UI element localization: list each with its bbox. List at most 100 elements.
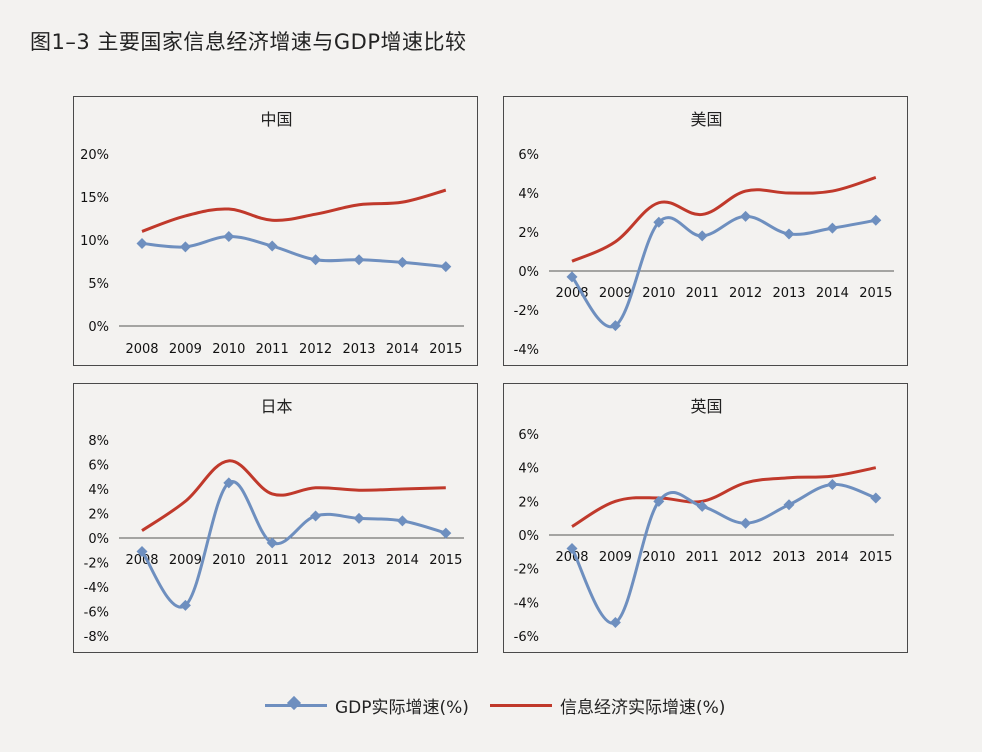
gdp-point-marker bbox=[609, 320, 621, 332]
y-tick-label: 0% bbox=[518, 265, 539, 280]
x-tick-label: 2012 bbox=[299, 553, 332, 568]
series-line-gdp bbox=[570, 214, 877, 329]
gdp-point-marker bbox=[310, 254, 322, 266]
y-tick-label: 10% bbox=[80, 234, 109, 249]
series-line-info-economy bbox=[141, 188, 447, 233]
y-tick-label: -4% bbox=[514, 596, 539, 611]
chart-panel-china: 中国 0% 5% 10% 15% 20% 2008 2009 2010 2011 2012 2013 2… bbox=[73, 96, 478, 366]
y-tick-label: 4% bbox=[518, 187, 539, 202]
gdp-point-marker bbox=[566, 271, 578, 283]
x-tick-label: 2011 bbox=[256, 553, 289, 568]
chart-svg-japan: 日本-8%-6%-4%-2%0%2%4%6%8%2008 2009 2010 2011… bbox=[84, 397, 464, 645]
gdp-point-marker bbox=[179, 241, 191, 253]
y-tick-label: 6% bbox=[88, 459, 109, 474]
x-tick-label: 2010 bbox=[212, 342, 245, 357]
gdp-point-marker bbox=[653, 216, 665, 228]
chart-panel-usa: 美国 -4% -2% 0% 2% 4% 6% 2008 2009 2010 2011 2012 2013… bbox=[503, 96, 908, 366]
chart-panel-japan: 日本 -8% -6% -4% -2% 0% 2% 4% 6% 8% 2008 2009 2010 2011… bbox=[73, 383, 478, 653]
series-line-info-economy bbox=[571, 466, 877, 528]
gdp-point-marker bbox=[440, 527, 452, 539]
y-tick-label: 20% bbox=[80, 148, 109, 163]
gdp-point-marker bbox=[826, 479, 838, 490]
y-tick-label: 2% bbox=[88, 508, 109, 523]
gdp-point-marker bbox=[353, 512, 365, 524]
x-tick-label: 2014 bbox=[816, 550, 849, 565]
gdp-point-marker bbox=[223, 231, 235, 243]
chart-title: 日本 bbox=[260, 397, 292, 416]
gdp-point-marker bbox=[783, 499, 795, 511]
y-tick-label: -2% bbox=[84, 557, 109, 572]
y-tick-label: 0% bbox=[88, 532, 109, 547]
x-tick-label: 2009 bbox=[169, 553, 202, 568]
x-tick-label: 2009 bbox=[169, 342, 202, 357]
y-tick-label: 15% bbox=[80, 191, 109, 206]
gdp-point-marker bbox=[396, 256, 408, 268]
gdp-point-marker bbox=[870, 492, 882, 504]
legend-item-gdp: GDP实际增速(%) bbox=[265, 690, 469, 720]
x-tick-label: 2008 bbox=[555, 550, 588, 565]
chart-svg-china: 中国 0% 5% 10% 15% 20% 2008 2009 2010 2011 2012 2013 2… bbox=[80, 110, 464, 357]
gdp-point-marker bbox=[696, 500, 708, 512]
chart-title: 美国 bbox=[690, 110, 722, 129]
y-tick-label: -6% bbox=[514, 630, 539, 645]
x-tick-label: 2012 bbox=[729, 550, 762, 565]
y-tick-label: 4% bbox=[518, 462, 539, 477]
x-tick-label: 2015 bbox=[859, 550, 892, 565]
legend-label-gdp: GDP实际增速(%) bbox=[335, 697, 469, 718]
y-tick-label: 5% bbox=[88, 277, 109, 292]
series-line-info-economy bbox=[141, 459, 446, 532]
x-tick-label: 2010 bbox=[212, 553, 245, 568]
legend-label-info: 信息经济实际增速(%) bbox=[560, 697, 726, 718]
x-tick-label: 2010 bbox=[642, 550, 675, 565]
gdp-point-marker bbox=[696, 230, 708, 242]
gdp-point-marker bbox=[826, 222, 838, 234]
gdp-point-marker bbox=[136, 237, 148, 249]
x-tick-label: 2011 bbox=[686, 286, 719, 301]
x-tick-label: 2011 bbox=[256, 342, 289, 357]
gdp-point-marker bbox=[266, 240, 278, 252]
x-tick-label: 2013 bbox=[772, 286, 805, 301]
x-tick-label: 2009 bbox=[599, 286, 632, 301]
legend-swatch-info bbox=[490, 695, 552, 715]
gdp-point-marker bbox=[223, 477, 235, 489]
gdp-point-marker bbox=[396, 515, 408, 527]
series-line-info-economy bbox=[571, 175, 877, 263]
chart-panel-uk: 英国 -6% -4% -2% 0% 2% 4% 6% 2008 2009 2010 2011 2012 2… bbox=[503, 383, 908, 653]
y-tick-label: -4% bbox=[84, 581, 109, 596]
y-tick-label: -6% bbox=[84, 606, 109, 621]
x-tick-label: 2014 bbox=[386, 342, 419, 357]
gdp-point-marker bbox=[353, 254, 365, 266]
gdp-point-marker bbox=[310, 510, 322, 522]
x-tick-label: 2012 bbox=[299, 342, 332, 357]
y-tick-label: 2% bbox=[518, 226, 539, 241]
gdp-point-marker bbox=[179, 599, 191, 611]
gdp-point-marker bbox=[653, 495, 665, 507]
y-tick-label: -2% bbox=[514, 304, 539, 319]
x-tick-label: 2015 bbox=[859, 286, 892, 301]
x-tick-label: 2008 bbox=[125, 342, 158, 357]
x-tick-label: 2015 bbox=[429, 342, 462, 357]
chart-title: 英国 bbox=[690, 397, 722, 416]
y-tick-label: -4% bbox=[514, 343, 539, 358]
gdp-point-marker bbox=[266, 537, 278, 549]
y-tick-label: 0% bbox=[518, 529, 539, 544]
gdp-point-marker bbox=[136, 545, 148, 557]
gdp-point-marker bbox=[440, 261, 452, 273]
x-tick-label: 2013 bbox=[342, 553, 375, 568]
x-tick-label: 2014 bbox=[816, 286, 849, 301]
x-tick-label: 2011 bbox=[686, 550, 719, 565]
x-tick-label: 2014 bbox=[386, 553, 419, 568]
x-tick-label: 2015 bbox=[429, 553, 462, 568]
y-tick-label: 6% bbox=[518, 148, 539, 163]
chart-svg-usa: 美国-4%-2%0%2%4%6%2008 2009 2010 2011 2012 2013… bbox=[514, 110, 894, 358]
chart-title: 中国 bbox=[260, 110, 292, 129]
x-tick-label: 2012 bbox=[729, 286, 762, 301]
y-tick-label: 6% bbox=[518, 428, 539, 443]
y-tick-label: -8% bbox=[84, 630, 109, 645]
figure-title: 图1–3 主要国家信息经济增速与GDP增速比较 bbox=[30, 30, 467, 54]
legend-item-info: 信息经济实际增速(%) bbox=[490, 690, 725, 720]
gdp-point-marker bbox=[783, 228, 795, 240]
gdp-point-marker bbox=[740, 517, 752, 529]
gdp-point-marker bbox=[870, 214, 882, 226]
legend: GDP实际增速(%) 信息经济实际增速(%) bbox=[0, 690, 982, 720]
